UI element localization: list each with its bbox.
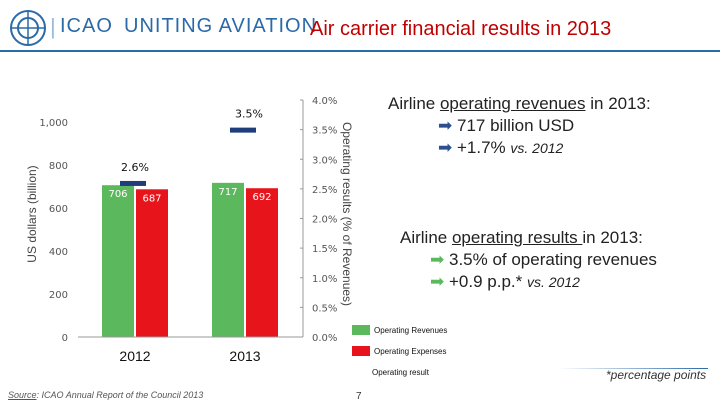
footer-rule bbox=[558, 368, 708, 369]
bar-label: 692 bbox=[252, 192, 271, 203]
header-divider bbox=[0, 50, 720, 52]
slogan: UNITING AVIATION bbox=[124, 15, 318, 37]
source-label: Source bbox=[8, 390, 37, 400]
result-label: 3.5% bbox=[235, 108, 263, 121]
results-line-2: +0.9 p.p.* bbox=[448, 272, 527, 291]
arrow-icon: ➡ bbox=[430, 250, 445, 269]
right-axis-label: Operating results (% of Revenues) bbox=[340, 122, 354, 306]
revenues-prefix: Airline bbox=[388, 94, 440, 113]
left-tick-label: 200 bbox=[49, 290, 68, 301]
legend-swatch bbox=[352, 346, 370, 356]
icao-logo-text: ICAO bbox=[60, 15, 113, 37]
revenues-panel: Airline operating revenues in 2013: ➡ 71… bbox=[388, 94, 708, 158]
bar-expenses bbox=[246, 188, 278, 337]
right-tick-label: 0.0% bbox=[312, 333, 337, 344]
result-marker bbox=[230, 127, 256, 133]
revenues-line-1: 717 billion USD bbox=[456, 116, 575, 135]
legend-item-revenues: Operating Revenues bbox=[352, 324, 447, 336]
right-tick-label: 1.5% bbox=[312, 244, 337, 255]
left-tick-label: 400 bbox=[49, 247, 68, 258]
category-label: 2013 bbox=[229, 348, 260, 364]
legend-label: Operating Expenses bbox=[374, 346, 447, 356]
right-tick-label: 4.0% bbox=[312, 96, 337, 107]
results-prefix: Airline bbox=[400, 228, 452, 247]
icao-emblem bbox=[8, 8, 48, 48]
right-tick-label: 3.5% bbox=[312, 126, 337, 137]
logo-separator: | bbox=[50, 14, 56, 39]
revenues-suffix: in 2013: bbox=[585, 94, 651, 113]
arrow-icon: ➡ bbox=[430, 272, 445, 291]
bar-revenues bbox=[102, 185, 134, 337]
left-tick-label: 600 bbox=[49, 204, 68, 215]
page-title: Air carrier financial results in 2013 bbox=[310, 18, 612, 40]
bar-label: 687 bbox=[142, 193, 161, 204]
footnote: *percentage points bbox=[606, 368, 707, 382]
results-line-1: 3.5% of operating revenues bbox=[448, 250, 657, 269]
left-tick-label: 1,000 bbox=[39, 118, 68, 129]
right-tick-label: 1.0% bbox=[312, 274, 337, 285]
legend-label: Operating Revenues bbox=[374, 325, 448, 335]
legend-label: Operating result bbox=[372, 367, 429, 377]
source-text: : ICAO Annual Report of the Council 2013 bbox=[36, 390, 204, 400]
legend-item-result: Operating result bbox=[352, 366, 447, 378]
result-label: 2.6% bbox=[121, 161, 149, 174]
left-axis-label: US dollars (billion) bbox=[25, 165, 39, 262]
right-tick-label: 3.0% bbox=[312, 155, 337, 166]
revenues-vs: vs. 2012 bbox=[510, 140, 564, 156]
category-label: 2012 bbox=[119, 348, 150, 364]
result-marker bbox=[120, 180, 146, 186]
right-tick-label: 2.0% bbox=[312, 215, 337, 226]
arrow-icon: ➡ bbox=[438, 116, 453, 135]
source-citation: Source: ICAO Annual Report of the Counci… bbox=[8, 390, 203, 400]
page-number: 7 bbox=[356, 391, 362, 402]
revenues-emph: operating revenues bbox=[439, 94, 586, 113]
results-emph: operating results bbox=[451, 228, 583, 247]
bar-label: 717 bbox=[218, 187, 237, 198]
bar-revenues bbox=[212, 182, 244, 337]
right-tick-label: 2.5% bbox=[312, 185, 337, 196]
bar-expenses bbox=[136, 189, 168, 337]
legend-item-expenses: Operating Expenses bbox=[352, 345, 447, 357]
legend-swatch bbox=[352, 325, 370, 335]
left-tick-label: 800 bbox=[49, 161, 68, 172]
right-tick-label: 0.5% bbox=[312, 303, 337, 314]
legend: Operating Revenues Operating Expenses Op… bbox=[352, 324, 447, 378]
arrow-icon: ➡ bbox=[438, 138, 453, 157]
results-panel: Airline operating results in 2013: ➡ 3.5… bbox=[400, 228, 710, 292]
revenues-line-2: +1.7% bbox=[456, 138, 511, 157]
bar-label: 706 bbox=[108, 189, 127, 200]
results-vs: vs. 2012 bbox=[526, 274, 580, 290]
left-tick-label: 0 bbox=[62, 333, 68, 344]
results-suffix: in 2013: bbox=[582, 228, 643, 247]
